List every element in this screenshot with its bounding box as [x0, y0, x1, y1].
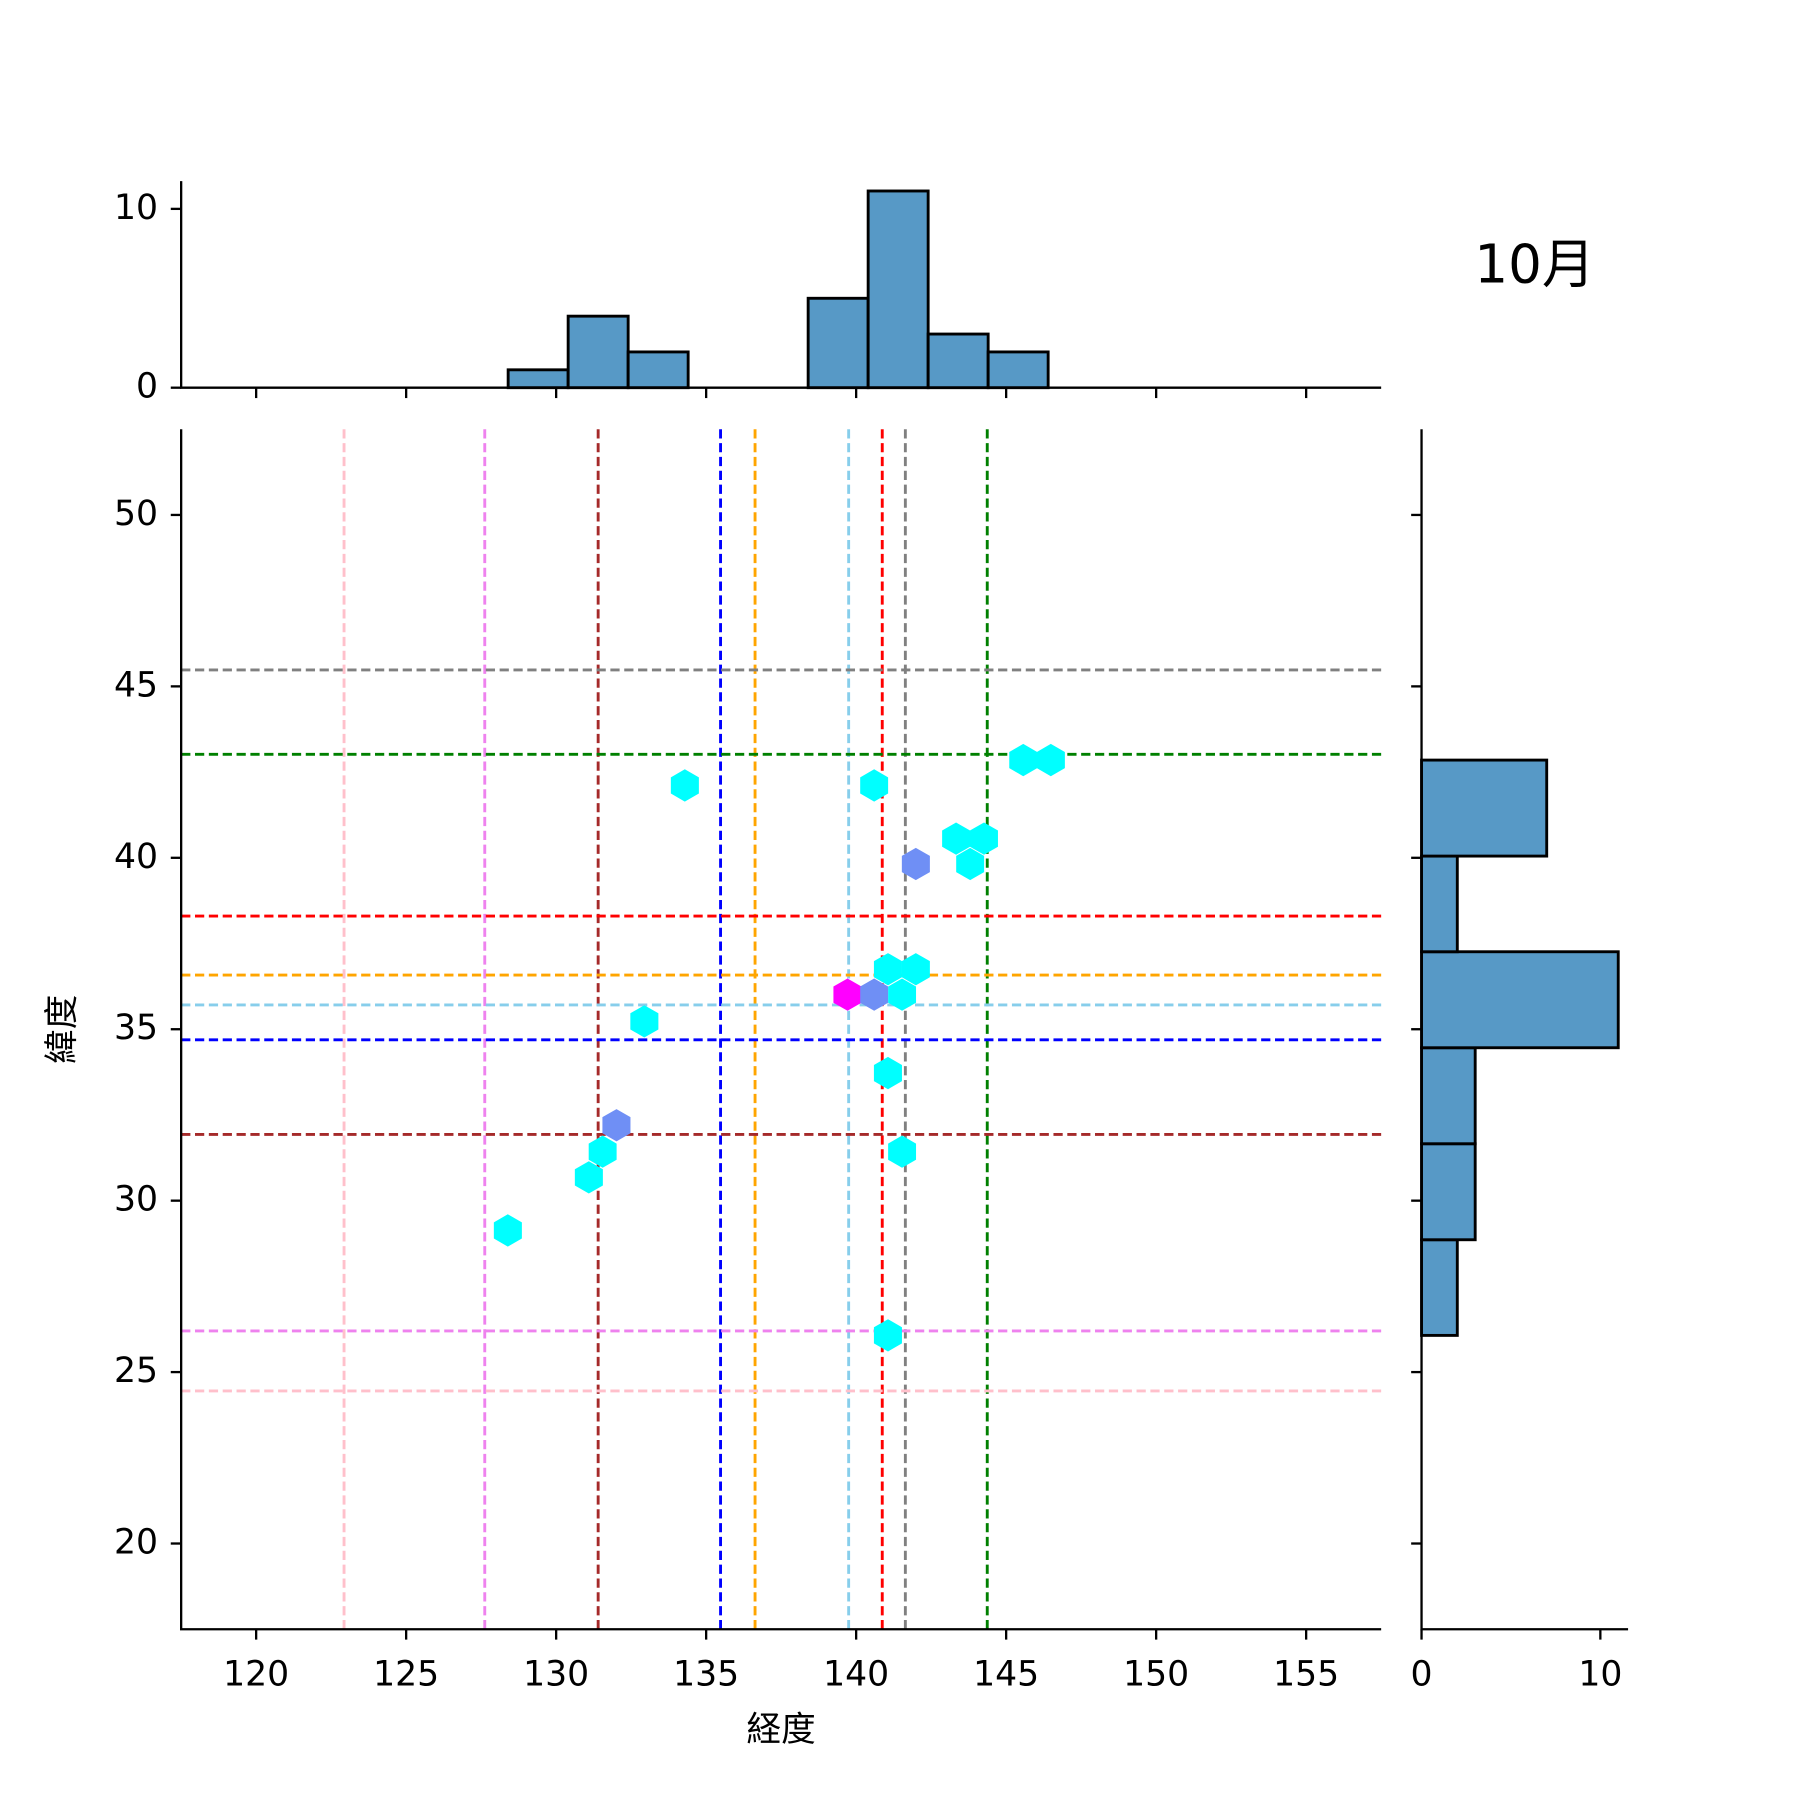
- hexbin-cell: [860, 978, 889, 1011]
- axis-spine: [179, 429, 1382, 1631]
- histogram-bar: [506, 368, 570, 390]
- x-tick-label: 150: [1123, 1654, 1189, 1694]
- x-tick-label: 10: [1578, 1654, 1622, 1694]
- hexbin-cell: [969, 822, 998, 855]
- y-tick-label: 50: [114, 494, 158, 534]
- histogram-bar: [1420, 950, 1620, 1050]
- axis-spine: [179, 181, 1382, 389]
- hexbin-cell: [888, 1135, 917, 1168]
- hexbin-cell: [873, 1319, 902, 1352]
- hexbin-cell: [588, 1135, 617, 1168]
- y-tick-label: 20: [114, 1523, 158, 1563]
- hexbin-cell: [888, 978, 917, 1011]
- hexbin-cell: [942, 822, 971, 855]
- hexbin-cell: [873, 1056, 902, 1090]
- y-tick-label: 10: [114, 188, 158, 228]
- hexbin-cell: [574, 1161, 603, 1194]
- x-tick-label: 120: [223, 1654, 289, 1694]
- x-tick-label: 130: [523, 1654, 589, 1694]
- histogram-bar: [626, 350, 690, 390]
- y-tick-label: 30: [114, 1180, 158, 1220]
- hexbin-cell: [1036, 743, 1065, 777]
- hexbin-cell: [860, 769, 889, 802]
- histogram-bar: [926, 332, 990, 390]
- hexbin-cell: [1009, 743, 1038, 777]
- hexbin-cell: [602, 1109, 631, 1142]
- hexbin-cell: [901, 953, 930, 986]
- hexbin-cell: [833, 978, 862, 1011]
- y-tick-label: 35: [114, 1008, 158, 1048]
- hexbin-cell: [670, 769, 699, 802]
- x-tick-label: 0: [1411, 1654, 1433, 1694]
- histogram-bar: [1420, 1238, 1459, 1337]
- chart-title: 10月: [1474, 233, 1595, 295]
- x-tick-label: 125: [373, 1654, 439, 1694]
- x-tick-label: 155: [1273, 1654, 1339, 1694]
- histogram-bar: [866, 189, 930, 390]
- hexbin-cell: [873, 953, 902, 986]
- hexbin-cell: [901, 847, 930, 881]
- hexbin-cell: [630, 1005, 659, 1038]
- y-tick-label: 45: [114, 665, 158, 705]
- histogram-bar: [1420, 1046, 1477, 1146]
- histogram-bar: [1420, 758, 1549, 858]
- x-tick-label: 135: [673, 1654, 739, 1694]
- histogram-bar: [1420, 854, 1459, 954]
- y-axis-label: 緯度: [42, 995, 82, 1064]
- y-tick-label: 25: [114, 1351, 158, 1391]
- x-tick-label: 140: [823, 1654, 889, 1694]
- x-tick-label: 145: [973, 1654, 1039, 1694]
- histogram-bar: [806, 296, 870, 390]
- x-axis-label: 経度: [747, 1710, 816, 1750]
- y-tick-label: 0: [136, 367, 158, 407]
- histogram-bar: [986, 350, 1050, 390]
- hexbin-cell: [493, 1214, 522, 1247]
- hexbin-cell: [956, 847, 985, 881]
- y-tick-label: 40: [114, 837, 158, 877]
- histogram-bar: [1420, 1142, 1477, 1242]
- histogram-bar: [566, 314, 630, 390]
